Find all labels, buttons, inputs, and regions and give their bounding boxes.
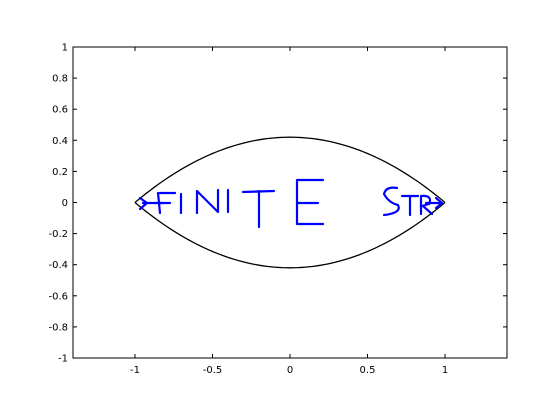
y-tick-label: -0.2 [48,229,68,240]
y-tick-label: -0.6 [48,291,68,302]
y-tick-label: 0.8 [52,74,68,85]
y-tick-label: -1 [58,354,68,365]
letter-n [195,188,220,215]
y-tick-label: 0 [62,198,68,209]
x-tick-label: 0.5 [360,365,376,376]
letter-s [382,186,400,217]
tick-labels: -1 -0.5 0 0.5 1 1 0.8 0.6 0.4 0.2 0 -0.2 -0.4 -0.6 -0.… [48,43,448,377]
y-tick-label: 1 [62,43,68,54]
y-tick-label: 0.6 [52,105,68,116]
letter-e [295,178,325,226]
y-tick-label: -0.8 [48,322,68,333]
upper-curve [134,136,446,204]
series-lines [134,136,446,269]
handwritten-text [138,178,444,229]
tick-marks [73,46,507,359]
x-tick-label: 1 [442,365,448,376]
lower-curve [134,201,446,269]
x-tick-label: -1 [130,365,140,376]
y-tick-label: 0.4 [52,136,68,147]
y-tick-label: -0.4 [48,260,68,271]
x-tick-label: 0 [287,365,293,376]
y-tick-label: 0.2 [52,167,68,178]
letter-t [241,189,276,229]
letter-t-second [400,194,420,217]
letter-f [156,191,177,215]
x-tick-label: -0.5 [203,365,223,376]
